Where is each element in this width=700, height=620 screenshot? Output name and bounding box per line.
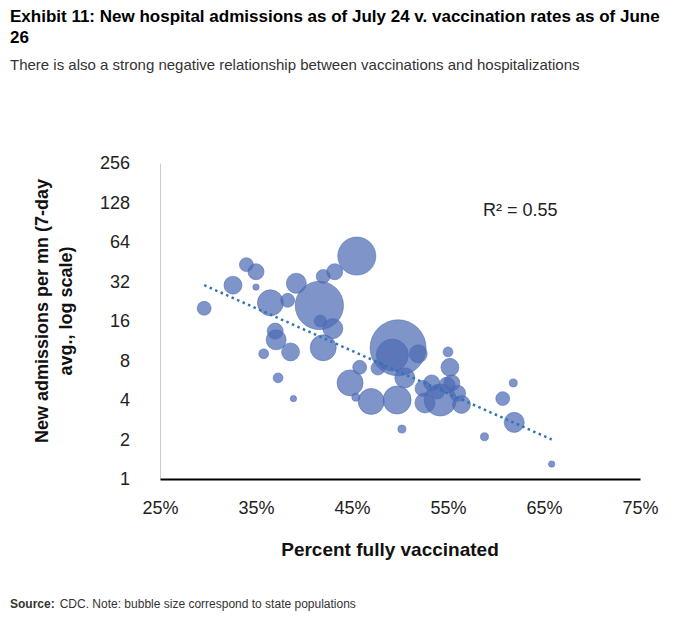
- title: Exhibit 11: New hospital admissions as o…: [10, 7, 660, 47]
- y-tick-label: 4: [120, 390, 130, 410]
- bubble: [383, 386, 411, 414]
- y-tick-label: 8: [120, 351, 130, 371]
- y-tick: 64: [110, 232, 160, 252]
- bubble: [257, 290, 283, 316]
- y-tick: 32: [110, 272, 160, 292]
- bubble: [496, 392, 510, 406]
- text-line: There is also a strong negative relation…: [10, 56, 580, 73]
- x-tick: 65%: [526, 479, 562, 518]
- bubble: [409, 345, 427, 363]
- x-tick: 45%: [334, 479, 370, 518]
- bubble: [504, 412, 524, 432]
- x-tick-label: 55%: [430, 498, 466, 518]
- bubble: [452, 395, 470, 413]
- bubble: [282, 343, 300, 361]
- bubble: [398, 425, 406, 433]
- bubble: [441, 358, 459, 376]
- bubble: [549, 461, 555, 467]
- x-tick-label: 25%: [142, 498, 178, 518]
- x-axis-line: [161, 479, 641, 481]
- y-tick-label: 32: [110, 272, 130, 292]
- bubble: [358, 388, 384, 414]
- y-axis: 1 2 4 8 16 32 64 128 256: [100, 153, 161, 489]
- x-axis-title: Percent fully vaccinated: [281, 539, 499, 560]
- source: Source: CDC. Note: bubble size correspond…: [10, 597, 356, 611]
- bubble: [338, 237, 376, 275]
- y-tick-label: 128: [100, 193, 130, 213]
- bubble: [248, 264, 264, 280]
- y-tick: 256: [100, 153, 160, 173]
- x-tick: 35%: [238, 479, 274, 518]
- y-tick: 2: [120, 430, 160, 450]
- subtitle: There is also a strong negative relation…: [10, 56, 580, 73]
- bubble: [353, 360, 367, 374]
- bubble: [480, 433, 488, 441]
- y-tick: 1: [120, 469, 160, 489]
- y-tick-label: 16: [110, 311, 130, 331]
- y-tick: 8: [120, 351, 160, 371]
- y-axis-title: New admissions per mn (7-dayavg., log sc…: [32, 179, 76, 443]
- bubble: [281, 293, 295, 307]
- y-tick-label: 256: [100, 153, 130, 173]
- bubble: [290, 395, 296, 401]
- text-line: avg., log scale): [56, 246, 76, 375]
- plot-area: [197, 237, 555, 467]
- bubble: [509, 379, 517, 387]
- chart: Exhibit 11: New hospital admissions as o…: [0, 0, 700, 620]
- x-tick: 75%: [622, 479, 658, 518]
- trendline: [204, 285, 552, 439]
- x-tick: 55%: [430, 479, 466, 518]
- annotation: R² = 0.55: [483, 200, 558, 220]
- bubble: [273, 373, 283, 383]
- bubble: [224, 276, 242, 294]
- y-tick-label: 1: [120, 469, 130, 489]
- y-axis-line: [160, 164, 161, 480]
- text-line: 26: [10, 28, 29, 47]
- bubble: [253, 284, 259, 290]
- y-tick: 128: [100, 193, 160, 213]
- text-line: New admissions per mn (7-day: [32, 179, 52, 443]
- x-tick-label: 45%: [334, 498, 370, 518]
- source-label: Source:: [10, 597, 55, 611]
- y-tick-label: 2: [120, 430, 130, 450]
- bubble: [323, 319, 343, 339]
- x-tick-label: 35%: [238, 498, 274, 518]
- bubble: [197, 301, 211, 315]
- bubble: [259, 349, 269, 359]
- x-tick-label: 65%: [526, 498, 562, 518]
- text-line: Exhibit 11: New hospital admissions as o…: [10, 7, 660, 26]
- y-tick: 16: [110, 311, 160, 331]
- x-axis: 25% 35% 45% 55% 65% 75%: [142, 479, 658, 518]
- source-text: CDC. Note: bubble size correspond to sta…: [60, 597, 356, 611]
- bubble: [443, 347, 453, 357]
- y-tick: 4: [120, 390, 160, 410]
- x-tick: 25%: [142, 479, 178, 518]
- x-tick-label: 75%: [622, 498, 658, 518]
- y-tick-label: 64: [110, 232, 130, 252]
